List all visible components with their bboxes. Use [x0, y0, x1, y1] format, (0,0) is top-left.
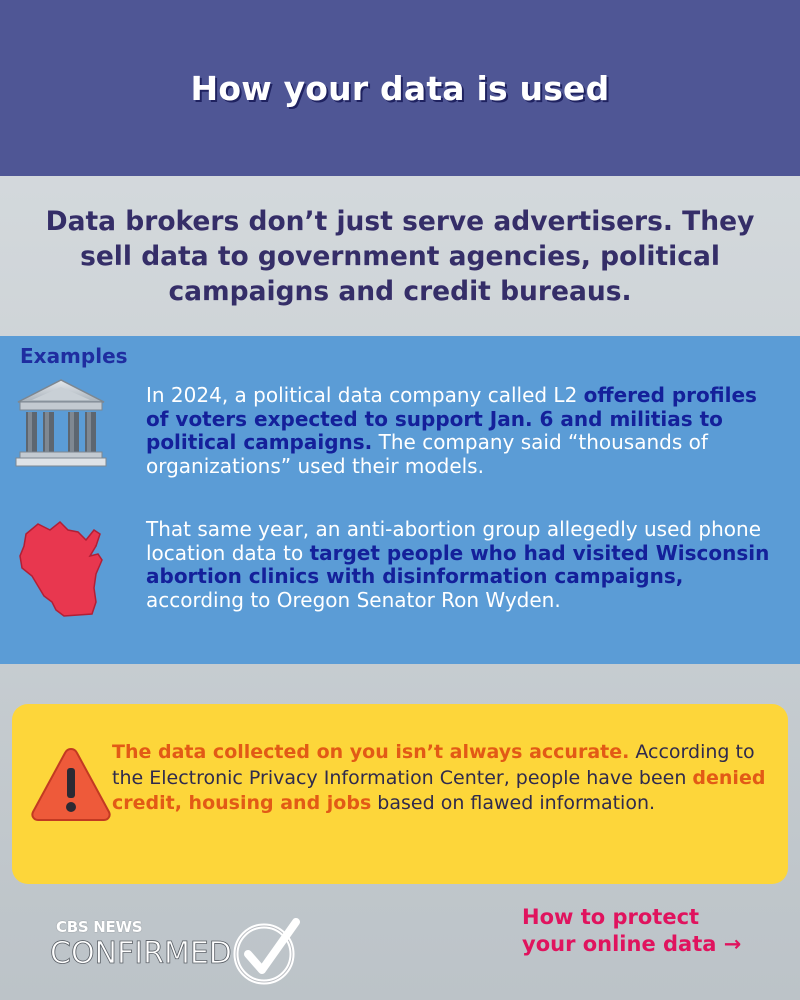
logo-cbs-news: CBS NEWS [56, 918, 143, 936]
protect-data-link[interactable]: How to protect your online data → [522, 904, 772, 958]
warning-highlight: denied credit, housing and jobs [112, 766, 766, 815]
cbs-news-confirmed-logo: CBS NEWS CONFIRMED [48, 912, 304, 992]
government-building-icon [15, 379, 107, 467]
header-banner: How your data is used [0, 0, 800, 176]
logo-confirmed: CONFIRMED [50, 936, 233, 972]
example-highlight: target people who had visited Wisconsin … [146, 540, 770, 588]
checkmark-icon [233, 918, 300, 985]
warning-callout: The data collected on you isn’t always a… [12, 704, 788, 884]
examples-label: Examples [20, 344, 128, 368]
wisconsin-map-icon [19, 520, 103, 617]
warning-text: The data collected on you isn’t always a… [112, 740, 772, 817]
lead-section: Data brokers don’t just serve advertiser… [0, 176, 800, 336]
warning-body: based on flawed information. [371, 792, 656, 814]
example-text: according to Oregon Senator Ron Wyden. [146, 587, 561, 612]
example-item-l2: In 2024, a political data company called… [146, 383, 776, 478]
warning-body: According to the Electronic Privacy Info… [112, 741, 755, 789]
lead-statement: Data brokers don’t just serve advertiser… [45, 205, 755, 307]
warning-triangle-icon [31, 747, 111, 821]
example-text: The company said “thousands of organizat… [146, 430, 708, 478]
cta-line-2: your online data → [522, 932, 742, 956]
example-highlight: offered profiles of voters expected to s… [146, 383, 757, 454]
example-text: That same year, an anti-abortion group a… [146, 517, 762, 565]
example-text: In 2024, a political data company called… [146, 383, 584, 407]
example-item-wisconsin: That same year, an anti-abortion group a… [146, 517, 776, 612]
page-title: How your data is used [190, 68, 610, 108]
warning-highlight: The data collected on you isn’t always a… [112, 741, 630, 763]
examples-section: Examples In 2024, a political data compa… [0, 336, 800, 664]
cta-line-1: How to protect [522, 905, 700, 929]
